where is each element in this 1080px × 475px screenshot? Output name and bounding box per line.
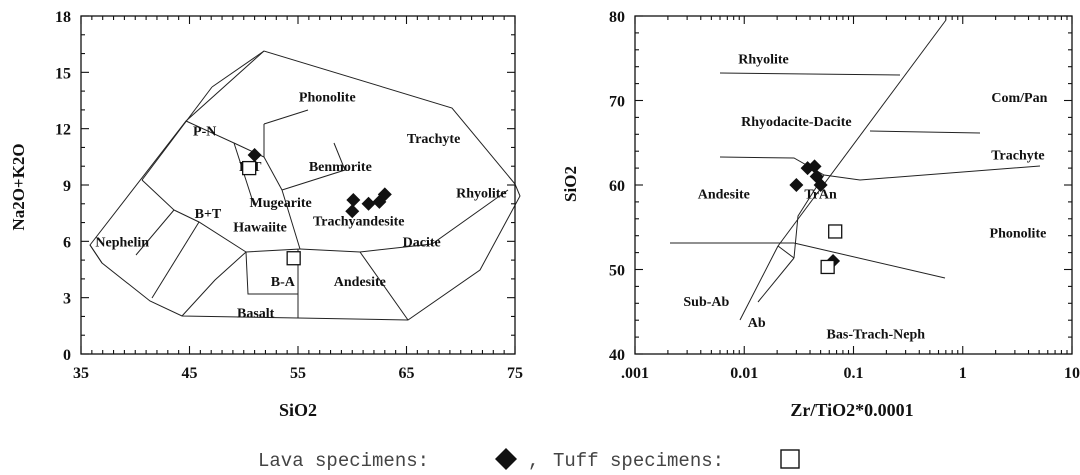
zr-tio2-field-label: Andesite [698,187,750,202]
zr-tio2-field-label: Com/Pan [991,91,1047,106]
legend-lava-label: Lava specimens: [258,450,429,472]
zr-tio2-y-tick-label: 50 [609,263,625,280]
tas-field-label: Hawaiite [233,220,287,235]
tas-field-label: B-A [271,275,296,290]
tas-tick-labels: 35 45 55 65 75 0 3 6 9 12 15 18 [55,9,523,382]
tas-lava-point [345,204,360,219]
tas-field-label: Rhyolite [456,187,507,202]
zr-tio2-tuff-point [820,259,835,275]
tas-y-axis-label: Na2O+K2O [9,143,28,230]
zr-tio2-tuff-point [828,224,843,239]
zr-tio2-lava-point [813,178,828,192]
zr-tio2-x-tick-label: 10 [1064,365,1080,382]
zr-tio2-x-tick-label: 1 [959,365,967,382]
tas-data-points [242,147,392,266]
tas-field-label: P-N [193,125,216,140]
tas-tuff-point [242,160,257,176]
tas-axis-ticks [80,15,516,355]
tas-lava-point [377,187,392,202]
tas-field-label: Mugearite [250,196,312,211]
legend-tuff-label: Tuff specimens: [553,450,724,472]
tas-field-label: B+T [195,207,222,222]
tas-y-tick-label: 0 [63,347,71,364]
legend-lava-marker [495,448,517,470]
legend-tuff-marker [780,449,800,469]
zr-tio2-x-tick-label: .001 [621,365,649,382]
tas-field-label: Andesite [334,275,386,290]
tas-field-label: Trachyandesite [313,215,405,230]
tas-y-tick-label: 6 [63,234,71,251]
zr-tio2-diagram: .001 0.01 0.1 1 10 40 50 60 70 80 Rhyolite Com/Pan… [561,9,1080,420]
zr-tio2-y-tick-label: 70 [609,94,625,111]
zr-tio2-x-tick-label: 0.01 [730,365,758,382]
legend: Lava specimens: , Tuff specimens: [258,448,800,472]
zr-tio2-axis-ticks [634,15,1073,355]
zr-tio2-y-tick-label: 80 [609,9,625,26]
tas-y-tick-label: 18 [55,9,71,26]
tas-x-axis-label: SiO2 [279,400,317,420]
zr-tio2-field-labels: Rhyolite Com/Pan Rhyodacite-Dacite Trachyte… [683,52,1047,342]
tas-x-tick-label: 35 [73,365,89,382]
zr-tio2-field-label: TrAn [804,187,837,202]
tas-y-tick-label: 9 [63,178,71,195]
tas-x-tick-label: 45 [182,365,198,382]
zr-tio2-field-label: Bas-Trach-Neph [827,328,926,343]
zr-tio2-lava-point [789,178,804,192]
tas-field-label: Phonolite [299,91,356,106]
zr-tio2-data-points [789,159,843,275]
tas-y-tick-label: 12 [55,122,71,139]
zr-tio2-x-axis-label: Zr/TiO2*0.0001 [790,400,913,420]
zr-tio2-field-boundaries [670,19,1041,321]
tas-x-tick-label: 75 [507,365,523,382]
tas-field-boundaries [89,50,521,321]
tas-lava-point [361,196,376,211]
zr-tio2-x-tick-label: 0.1 [844,365,864,382]
tas-field-labels: PhonoliteP-NTrachyteP-TBenmoriteRhyolite… [95,91,506,322]
zr-tio2-y-axis-label: SiO2 [561,166,580,202]
tas-field-label: Basalt [237,307,275,322]
tas-y-tick-label: 3 [63,291,71,308]
tas-tuff-point [286,251,301,266]
tas-x-tick-label: 55 [290,365,306,382]
zr-tio2-lava-point [807,159,822,174]
tas-field-label: Trachyte [407,132,460,147]
tas-y-tick-label: 15 [55,65,71,82]
tas-field-label: Nephelin [95,235,149,250]
legend-separator: , [528,450,539,472]
tas-lava-point [247,147,262,162]
tas-field-label: Benmorite [309,160,372,175]
zr-tio2-field-label: Sub-Ab [683,295,729,310]
tas-field-label: Dacite [403,235,441,250]
zr-tio2-field-label: Phonolite [990,226,1047,241]
zr-tio2-field-label: Rhyodacite-Dacite [741,115,851,130]
zr-tio2-field-label: Ab [748,316,766,331]
zr-tio2-field-label: Rhyolite [738,52,789,67]
tas-diagram: 35 45 55 65 75 0 3 6 9 12 15 18 Phonolite P-N Trachyt… [9,9,523,420]
zr-tio2-y-tick-label: 40 [609,347,625,364]
zr-tio2-field-label: Trachyte [991,149,1044,164]
zr-tio2-y-tick-label: 60 [609,178,625,195]
tas-x-tick-label: 65 [399,365,415,382]
tas-lava-point [346,193,361,208]
zr-tio2-tick-labels: .001 0.01 0.1 1 10 40 50 60 70 80 [609,9,1080,382]
